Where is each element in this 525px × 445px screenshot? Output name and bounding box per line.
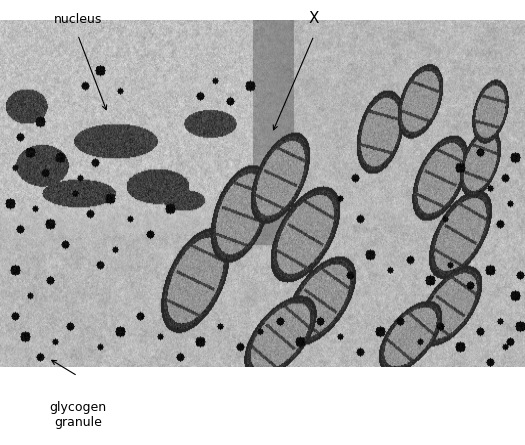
Text: X: X xyxy=(309,11,319,26)
Text: glycogen
granule: glycogen granule xyxy=(49,401,106,429)
Text: nucleus: nucleus xyxy=(54,13,102,26)
